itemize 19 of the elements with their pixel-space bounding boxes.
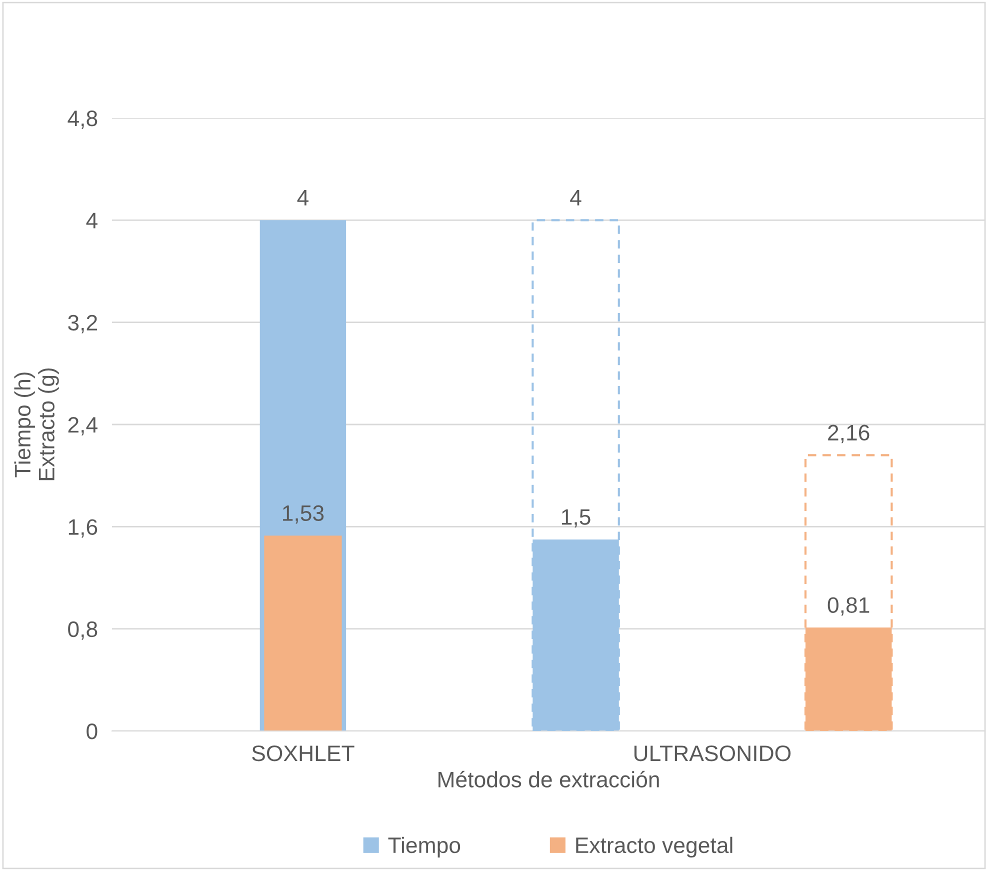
y-tick-label: 4,8: [68, 110, 98, 129]
data-label: 4: [297, 190, 308, 206]
y-tick-label: 2,4: [68, 417, 98, 436]
y-tick-label: 4: [86, 212, 98, 228]
legend-label: Extracto vegetal: [576, 836, 732, 858]
data-label: 0,81: [828, 597, 870, 616]
data-label: 1,53: [283, 505, 324, 524]
data-label: 2,16: [828, 424, 870, 444]
y-axis-title: Tiempo (h) Extracto (g): [14, 368, 59, 480]
x-tick-label: SOXHLET: [252, 745, 354, 762]
data-label: 4: [570, 190, 582, 206]
y-tick-label: 1,6: [68, 519, 98, 538]
x-axis-title: Métodos de extracción: [438, 770, 659, 788]
legend-label: Tiempo: [388, 836, 460, 858]
y-tick-label: 0: [86, 724, 98, 740]
data-label: 1,5: [562, 509, 590, 528]
x-tick-label: ULTRASONIDO: [634, 745, 791, 762]
y-tick-label: 3,2: [68, 314, 97, 334]
y-tick-label: 0,8: [68, 621, 98, 640]
